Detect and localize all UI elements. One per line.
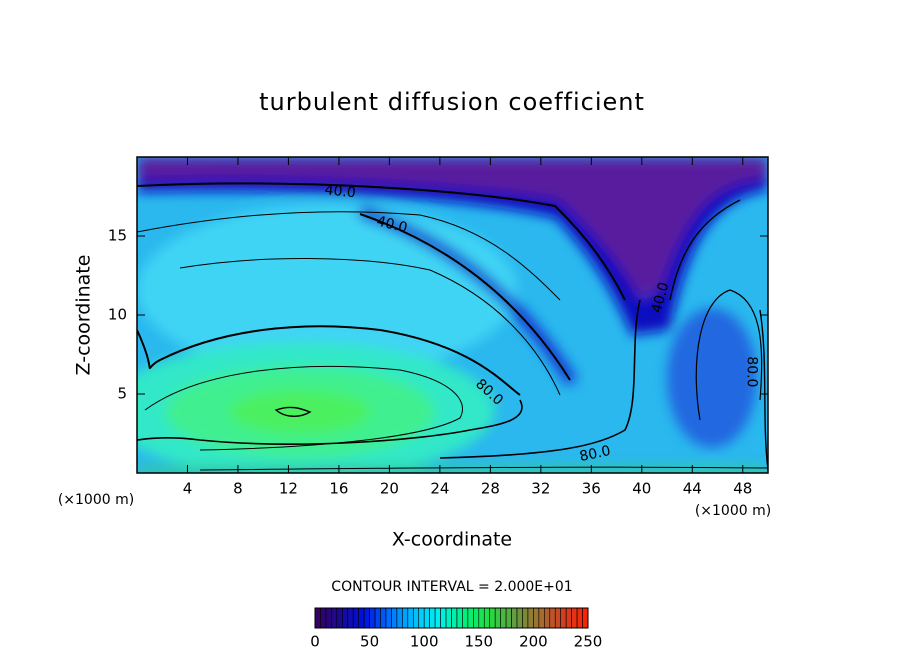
y-tick-label: 10: [108, 306, 127, 324]
x-tick-label: 32: [531, 480, 550, 498]
colorbar-swatch: [478, 607, 485, 629]
y-tick-label: 5: [117, 385, 127, 403]
colorbar-swatch: [396, 607, 403, 629]
chart-title: turbulent diffusion coefficient: [259, 88, 645, 116]
colorbar-tick-label: 150: [464, 633, 493, 651]
colorbar-swatch: [380, 607, 387, 629]
colorbar-swatch: [560, 607, 567, 629]
colorbar-swatch: [522, 607, 529, 629]
x-tick-label: 48: [733, 480, 752, 498]
colorbar-swatch: [391, 607, 398, 629]
x-axis-label: X-coordinate: [392, 529, 512, 551]
colorbar-swatch: [516, 607, 523, 629]
x-tick-label: 4: [183, 480, 193, 498]
colorbar-swatch: [418, 607, 425, 629]
colorbar-swatch: [473, 607, 480, 629]
x-tick-label: 16: [329, 480, 348, 498]
colorbar-swatch: [494, 607, 501, 629]
colorbar-swatch: [358, 607, 365, 629]
x-tick-label: 20: [380, 480, 399, 498]
colorbar-tick-label: 50: [360, 633, 379, 651]
colorbar-swatch: [352, 607, 359, 629]
colorbar-swatch: [467, 607, 474, 629]
colorbar-swatch: [325, 607, 332, 629]
colorbar-frame: [314, 607, 589, 629]
colorbar-swatch: [462, 607, 469, 629]
colorbar-swatch: [549, 607, 556, 629]
x-tick-label: 12: [279, 480, 298, 498]
colorbar-swatch: [576, 607, 583, 629]
colorbar-swatch: [363, 607, 370, 629]
y-unit: (×1000 m): [58, 492, 134, 508]
colorbar-swatch: [544, 607, 551, 629]
colorbar-tick-label: 200: [519, 633, 548, 651]
colorbar-swatch: [347, 607, 354, 629]
x-tick-label: 44: [683, 480, 702, 498]
x-tick-label: 40: [632, 480, 651, 498]
colorbar-swatch: [565, 607, 572, 629]
contour-label: 80.0: [744, 356, 760, 387]
colorbar-swatch: [336, 607, 343, 629]
contour-label: 40.0: [649, 280, 673, 314]
x-tick-label: 24: [430, 480, 449, 498]
colorbar-swatch: [423, 607, 430, 629]
colorbar-swatch: [374, 607, 381, 629]
colorbar-swatch: [505, 607, 512, 629]
colorbar-swatch: [538, 607, 545, 629]
colorbar-swatch: [483, 607, 491, 629]
x-tick-label: 28: [481, 480, 500, 498]
colorbar-swatch: [500, 607, 507, 629]
colorbar-tick-label: 0: [310, 633, 320, 651]
colorbar-swatch: [456, 607, 463, 629]
y-axis-label: Z-coordinate: [73, 255, 95, 376]
colorbar-tick-label: 100: [410, 633, 439, 651]
contour-label: 80.0: [578, 443, 612, 465]
colorbar-swatch: [341, 607, 349, 629]
colorbar-swatch: [489, 607, 496, 629]
colorbar-swatch: [527, 607, 534, 629]
colorbar-swatch: [314, 607, 321, 629]
colorbar-swatch: [434, 607, 441, 629]
contour-interval: CONTOUR INTERVAL = 2.000E+01: [331, 579, 572, 595]
colorbar-swatch: [369, 607, 376, 629]
x-unit: (×1000 m): [695, 503, 771, 519]
colorbar-swatch: [385, 607, 392, 629]
colorbar-swatch: [440, 607, 447, 629]
colorbar-swatch: [320, 607, 327, 629]
colorbar-swatch: [445, 607, 452, 629]
x-tick-label: 8: [233, 480, 243, 498]
colorbar-swatch: [412, 607, 420, 629]
colorbar-swatch: [511, 607, 518, 629]
colorbar-swatch: [407, 607, 414, 629]
colorbar-swatch: [554, 607, 561, 629]
colorbar-swatch: [451, 607, 458, 629]
contour-label: 40.0: [324, 182, 357, 201]
contour-label: 40.0: [375, 213, 409, 236]
colorbar-swatch: [429, 607, 436, 629]
colorbar-swatch: [582, 607, 589, 629]
y-tick-label: 15: [108, 227, 127, 245]
colorbar-swatch: [402, 607, 409, 629]
x-tick-label: 36: [582, 480, 601, 498]
contour-field: [137, 157, 768, 473]
colorbar-tick-label: 250: [574, 633, 603, 651]
colorbar-swatch: [533, 607, 540, 629]
colorbar-swatch: [571, 607, 578, 629]
colorbar-swatch: [331, 607, 338, 629]
